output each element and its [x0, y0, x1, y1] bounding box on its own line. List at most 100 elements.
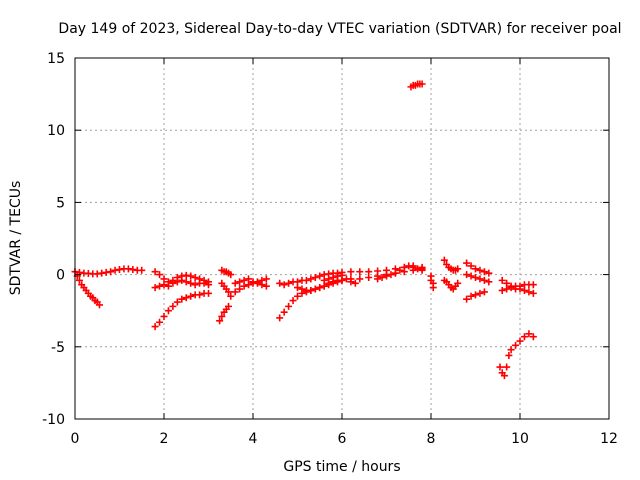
data-point — [205, 281, 212, 289]
series-arc17 — [427, 272, 437, 292]
data-point — [307, 275, 315, 283]
data-point — [280, 308, 288, 316]
data-point — [280, 281, 288, 289]
data-point — [463, 271, 471, 279]
data-point — [151, 268, 159, 276]
data-point — [378, 273, 386, 281]
data-point — [240, 282, 248, 290]
data-point — [276, 279, 284, 287]
data-point — [245, 281, 253, 289]
data-point — [507, 346, 515, 354]
x-tick-label: 10 — [511, 431, 529, 447]
data-point — [156, 282, 164, 290]
data-point — [187, 279, 195, 287]
series-arc20 — [463, 259, 493, 277]
data-point — [485, 269, 493, 277]
data-point — [476, 289, 484, 297]
series-arc21 — [463, 271, 493, 286]
data-point — [529, 281, 537, 289]
data-point — [507, 284, 515, 292]
data-point — [236, 278, 244, 286]
data-point — [200, 279, 208, 287]
data-point — [258, 276, 266, 284]
x-tick-label: 0 — [71, 431, 80, 447]
data-point — [191, 281, 199, 289]
data-point — [396, 266, 404, 274]
data-point — [525, 288, 533, 296]
data-point — [231, 279, 239, 287]
data-point — [225, 288, 233, 296]
data-point — [285, 279, 293, 287]
y-tick-label: -10 — [42, 412, 65, 428]
data-point — [173, 298, 181, 306]
series-arc8 — [216, 302, 233, 325]
data-point — [496, 363, 504, 371]
grid-lines — [75, 58, 609, 419]
data-point — [191, 273, 199, 281]
data-point — [95, 301, 103, 309]
data-point — [463, 295, 471, 303]
data-point — [454, 265, 462, 273]
series-arc11 — [276, 262, 426, 289]
data-point — [262, 275, 270, 283]
data-point — [525, 330, 533, 338]
data-point — [225, 302, 233, 310]
data-point — [476, 275, 484, 283]
data-point — [178, 295, 186, 303]
data-point — [516, 282, 524, 290]
data-point — [480, 276, 488, 284]
data-point — [187, 292, 195, 300]
data-point — [285, 302, 293, 310]
series-arc24 — [498, 281, 537, 294]
data-point — [289, 297, 297, 305]
data-point — [178, 276, 186, 284]
data-point — [160, 281, 168, 289]
series-arc14 — [320, 271, 359, 287]
data-point — [187, 272, 195, 280]
data-point — [391, 269, 399, 277]
data-point — [307, 286, 315, 294]
data-point — [227, 271, 235, 279]
data-point — [485, 278, 493, 286]
data-point — [276, 314, 284, 322]
series-arc22 — [463, 288, 488, 303]
data-point — [463, 259, 471, 267]
data-point — [138, 266, 146, 274]
data-point — [467, 272, 475, 280]
data-point — [156, 271, 164, 279]
data-point — [480, 288, 488, 296]
data-point — [503, 285, 511, 293]
data-points — [71, 80, 537, 380]
data-point — [476, 266, 484, 274]
data-point — [164, 282, 172, 290]
data-point — [160, 312, 168, 320]
data-point — [294, 292, 301, 300]
data-point — [342, 275, 350, 283]
data-point — [498, 286, 506, 294]
chart-title: Day 149 of 2023, Sidereal Day-to-day VTE… — [58, 21, 621, 37]
data-point — [107, 268, 115, 276]
data-point — [311, 273, 319, 281]
series-arc6 — [218, 266, 235, 279]
data-point — [500, 372, 508, 380]
data-point — [409, 263, 417, 271]
data-point — [414, 265, 422, 273]
data-point — [205, 289, 212, 297]
data-point — [216, 317, 224, 325]
x-axis-label: GPS time / hours — [283, 459, 400, 475]
x-tick-label: 4 — [249, 431, 258, 447]
data-point — [173, 278, 181, 286]
data-point — [516, 337, 524, 345]
data-point — [374, 275, 382, 283]
data-point — [512, 341, 520, 349]
data-point — [472, 265, 479, 273]
y-axis-ticks: -10 -5 0 5 10 15 — [42, 51, 609, 428]
data-point — [418, 80, 426, 88]
series-arc18 — [440, 256, 462, 274]
data-point — [182, 294, 190, 302]
data-point — [249, 279, 257, 287]
x-tick-label: 8 — [427, 431, 436, 447]
data-point — [520, 333, 528, 341]
x-tick-label: 2 — [160, 431, 169, 447]
data-point — [529, 289, 537, 297]
